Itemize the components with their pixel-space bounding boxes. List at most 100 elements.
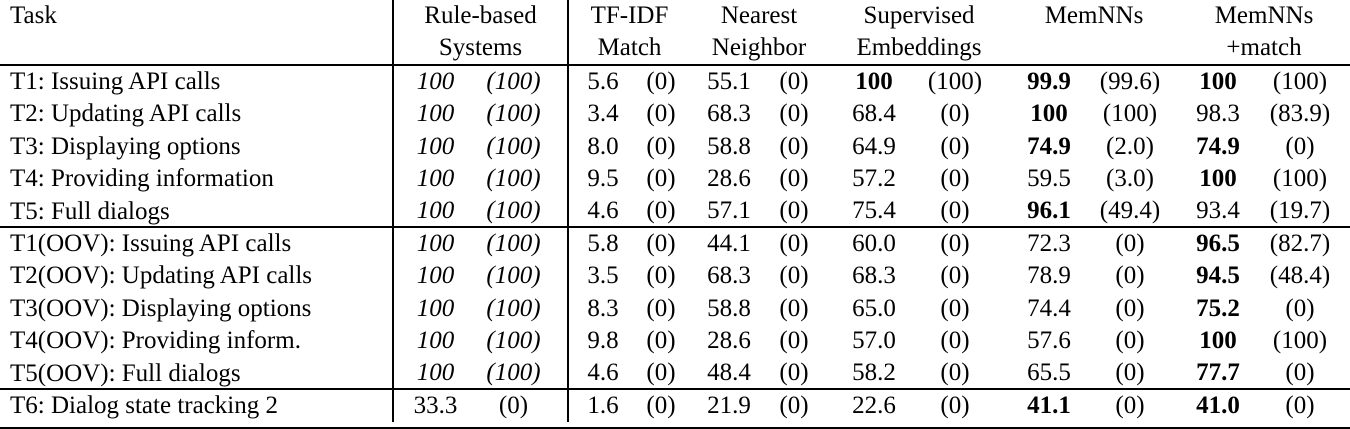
cell-memnns-match: 96.5 (82.7) (1178, 228, 1350, 260)
cell-rule-based-systems: 100 (100) (392, 325, 567, 358)
accuracy-paren-value: (0) (940, 132, 970, 160)
accuracy-paren-value: (0) (646, 262, 676, 290)
accuracy-paren-value: (0) (779, 100, 809, 128)
task-label: T6: Dialog state tracking 2 (10, 391, 278, 419)
accuracy-paren-value: (0) (779, 165, 809, 193)
accuracy-paren-value: (0) (779, 391, 809, 419)
accuracy-paren-value: (0) (779, 196, 809, 224)
accuracy-paren-value: (100) (486, 262, 541, 290)
accuracy-value: 74.4 (1027, 294, 1071, 322)
accuracy-paren-value: (0) (1285, 391, 1315, 419)
cell-tfidf-match: 4.6 (0) (567, 357, 690, 388)
accuracy-paren-value: (100) (486, 68, 541, 95)
cell-memnns-match: 98.3 (83.9) (1178, 98, 1350, 130)
cell-rule-based-systems: 100 (100) (392, 66, 567, 99)
accuracy-paren-value: (19.7) (1269, 196, 1331, 224)
accuracy-paren-value: (100) (486, 100, 541, 128)
table-body: T1: Issuing API calls 100 (100) 5.6 (0) 55.1 (… (0, 66, 1350, 423)
accuracy-value: 100 (416, 165, 455, 193)
accuracy-value: 65.0 (852, 294, 896, 322)
accuracy-value: 99.9 (1027, 68, 1071, 95)
task-label: T5(OOV): Full dialogs (10, 359, 241, 387)
accuracy-value: 94.5 (1196, 262, 1240, 290)
cell-rule-based-systems: 100 (100) (392, 98, 567, 131)
accuracy-value: 100 (416, 100, 455, 128)
column-header-line1: Supervised (863, 2, 975, 29)
accuracy-value: 59.5 (1027, 165, 1071, 193)
column-header-line2: Match (597, 34, 662, 61)
cell-nearest-neighbor: 58.8 (0) (690, 293, 828, 325)
column-header-line2: Systems (438, 34, 523, 61)
accuracy-paren-value: (100) (486, 358, 541, 386)
accuracy-paren-value: (0) (779, 327, 809, 355)
accuracy-value: 100 (1199, 165, 1237, 193)
table-row: T1(OOV): Issuing API calls 100 (100) 5.8 (0)… (0, 227, 1350, 261)
column-header-supervised-embeddings: Supervised Embeddings (828, 0, 1010, 64)
accuracy-value: 72.3 (1027, 229, 1071, 257)
cell-tfidf-match: 8.0 (0) (567, 130, 690, 164)
accuracy-paren-value: (100) (486, 132, 541, 160)
column-header-memnns-match: MemNNs +match (1178, 0, 1350, 64)
cell-tfidf-match: 9.8 (0) (567, 325, 690, 358)
column-header-task-label: Task (10, 2, 57, 29)
cell-nearest-neighbor: 28.6 (0) (690, 163, 828, 195)
table-row: T4(OOV): Providing inform. 100 (100) 9.8 (0)… (0, 325, 1350, 358)
accuracy-value: 100 (416, 68, 455, 95)
accuracy-value: 55.1 (707, 68, 751, 95)
accuracy-paren-value: (0) (779, 68, 809, 95)
accuracy-value: 100 (416, 229, 455, 257)
accuracy-value: 96.5 (1196, 229, 1240, 257)
cell-rule-based-systems: 100 (100) (392, 163, 567, 196)
accuracy-paren-value: (2.0) (1106, 132, 1154, 160)
cell-memnns: 72.3 (0) (1010, 228, 1178, 260)
cell-nearest-neighbor: 21.9 (0) (690, 390, 828, 422)
accuracy-value: 68.3 (852, 262, 896, 290)
accuracy-paren-value: (0) (1285, 358, 1315, 386)
cell-memnns-match: 100 (100) (1178, 66, 1350, 98)
accuracy-value: 9.8 (587, 327, 619, 355)
accuracy-paren-value: (0) (940, 327, 970, 355)
column-header-line2: Neighbor (711, 34, 807, 61)
accuracy-paren-value: (0) (779, 229, 809, 257)
column-header-line2: Embeddings (856, 34, 982, 61)
cell-nearest-neighbor: 57.1 (0) (690, 196, 828, 226)
accuracy-value: 41.1 (1027, 391, 1071, 419)
cell-supervised-embeddings: 100 (100) (828, 66, 1010, 98)
accuracy-value: 57.6 (1027, 327, 1071, 355)
table-row: T3: Displaying options 100 (100) 8.0 (0) 58.8… (0, 130, 1350, 164)
column-header-nearest-neighbor: Nearest Neighbor (690, 0, 828, 64)
cell-memnns: 74.4 (0) (1010, 293, 1178, 325)
accuracy-value: 74.9 (1196, 132, 1240, 160)
cell-tfidf-match: 4.6 (0) (567, 195, 690, 226)
table-row: T1: Issuing API calls 100 (100) 5.6 (0) 55.1 (… (0, 66, 1350, 99)
accuracy-paren-value: (0) (940, 262, 970, 290)
accuracy-paren-value: (0) (646, 358, 676, 386)
accuracy-paren-value: (100) (1272, 68, 1328, 95)
cell-rule-based-systems: 100 (100) (392, 292, 567, 326)
accuracy-paren-value: (48.4) (1269, 262, 1331, 290)
cell-memnns: 59.5 (3.0) (1010, 163, 1178, 195)
table-row: T4: Providing information 100 (100) 9.5 (0) 2… (0, 163, 1350, 196)
table-header-row: Task Rule-based Systems TF-IDF Match Nea… (0, 0, 1350, 66)
accuracy-value: 21.9 (707, 391, 751, 419)
accuracy-paren-value: (0) (1115, 391, 1145, 419)
accuracy-value: 77.7 (1196, 358, 1240, 386)
accuracy-value: 58.8 (707, 294, 751, 322)
accuracy-paren-value: (0) (940, 229, 970, 257)
accuracy-value: 100 (416, 294, 455, 322)
cell-memnns: 78.9 (0) (1010, 260, 1178, 292)
accuracy-value: 57.0 (852, 327, 896, 355)
accuracy-paren-value: (0) (646, 327, 676, 355)
accuracy-paren-value: (0) (646, 165, 676, 193)
accuracy-value: 100 (855, 68, 893, 95)
cell-memnns-match: 94.5 (48.4) (1178, 260, 1350, 292)
cell-rule-based-systems: 100 (100) (392, 260, 567, 293)
accuracy-value: 4.6 (587, 196, 619, 224)
accuracy-value: 28.6 (707, 327, 751, 355)
accuracy-value: 98.3 (1196, 100, 1240, 128)
task-label: T1: Issuing API calls (10, 68, 221, 95)
accuracy-value: 4.6 (587, 358, 619, 386)
accuracy-paren-value: (0) (1285, 294, 1315, 322)
cell-nearest-neighbor: 58.8 (0) (690, 131, 828, 163)
